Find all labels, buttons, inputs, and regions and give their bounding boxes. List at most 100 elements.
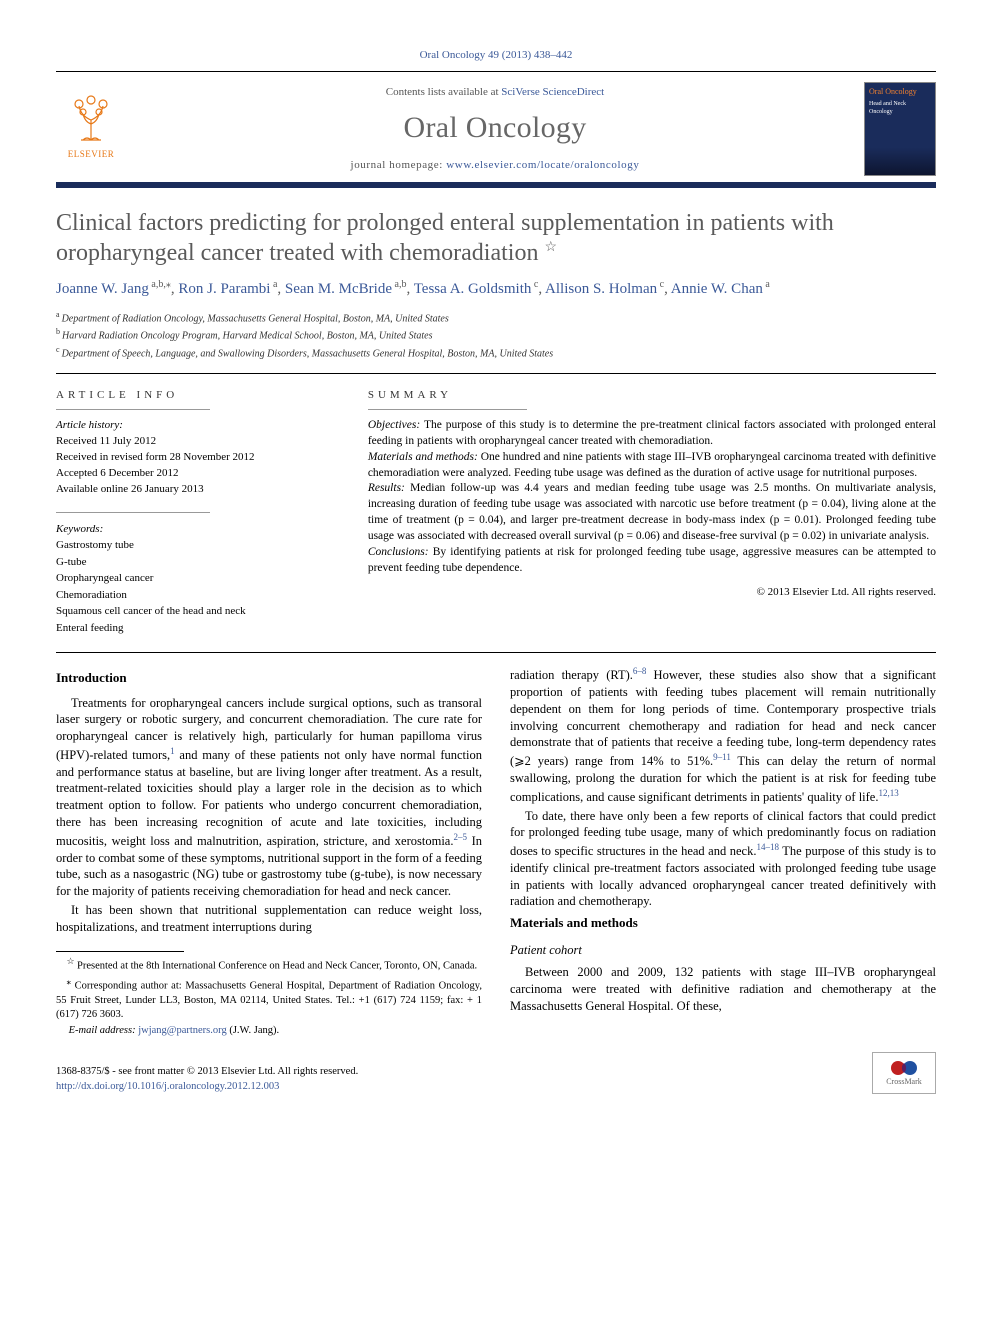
summary-section: Conclusions: By identifying patients at …: [368, 545, 936, 577]
corresponding-email-link[interactable]: jwjang@partners.org: [138, 1025, 227, 1036]
publisher-name: ELSEVIER: [68, 148, 115, 160]
materials-methods-heading: Materials and methods: [510, 914, 936, 931]
author-affiliation-sup: a,b: [392, 279, 406, 290]
keyword: G-tube: [56, 554, 336, 571]
header-center: Contents lists available at SciVerse Sci…: [126, 85, 864, 173]
author-link[interactable]: Sean M. McBride: [285, 281, 392, 297]
footnotes-block: ☆ Presented at the 8th International Con…: [56, 956, 482, 1038]
author-affiliation-sup: c: [657, 279, 664, 290]
sciencedirect-link[interactable]: SciVerse ScienceDirect: [501, 86, 604, 98]
page: Oral Oncology 49 (2013) 438–442 ELSEVIER…: [0, 0, 992, 1134]
summary-section: Objectives: The purpose of this study is…: [368, 418, 936, 450]
footnote-presented: ☆ Presented at the 8th International Con…: [56, 956, 482, 974]
intro-para-3: To date, there have only been a few repo…: [510, 808, 936, 911]
author-list: Joanne W. Jang a,b,⁎, Ron J. Parambi a, …: [56, 278, 936, 299]
contents-line: Contents lists available at SciVerse Sci…: [126, 85, 864, 100]
title-text: Clinical factors predicting for prolonge…: [56, 210, 834, 266]
footnote-corr-text: Corresponding author at: Massachusetts G…: [56, 981, 482, 1020]
footnote-presented-text: Presented at the 8th International Confe…: [77, 961, 477, 972]
author-link[interactable]: Joanne W. Jang: [56, 281, 149, 297]
summary-section: Materials and methods: One hundred and n…: [368, 450, 936, 482]
keyword: Squamous cell cancer of the head and nec…: [56, 603, 336, 620]
cover-sub: Head and Neck Oncology: [869, 100, 931, 116]
summary-label: Materials and methods:: [368, 451, 481, 463]
elsevier-tree-icon: [63, 90, 119, 146]
intro-p1b: and many of these patients not only have…: [56, 748, 482, 848]
cohort-para: Between 2000 and 2009, 132 patients with…: [510, 964, 936, 1014]
citation-line: Oral Oncology 49 (2013) 438–442: [56, 48, 936, 63]
intro-para-1: Treatments for oropharyngeal cancers inc…: [56, 695, 482, 900]
author-link[interactable]: Annie W. Chan: [671, 281, 763, 297]
author-link[interactable]: Allison S. Holman: [545, 281, 657, 297]
contents-prefix: Contents lists available at: [386, 86, 501, 98]
journal-name: Oral Oncology: [126, 108, 864, 149]
homepage-link[interactable]: www.elsevier.com/locate/oraloncology: [446, 159, 639, 171]
author-affiliation-sup: a: [763, 279, 770, 290]
info-summary-row: ARTICLE INFO Article history: Received 1…: [56, 388, 936, 636]
citation-journal-link[interactable]: Oral Oncology: [420, 49, 486, 61]
body-two-column: Introduction Treatments for oropharyngea…: [56, 665, 936, 1038]
summary-rule: [368, 409, 527, 410]
homepage-prefix: journal homepage:: [351, 159, 447, 171]
ref-14-18-link[interactable]: 14–18: [756, 842, 779, 852]
abstract-copyright: © 2013 Elsevier Ltd. All rights reserved…: [368, 585, 936, 600]
history-line: Available online 26 January 2013: [56, 482, 336, 498]
cover-title: Oral Oncology: [869, 87, 931, 98]
footer-left: 1368-8375/$ - see front matter © 2013 El…: [56, 1065, 358, 1094]
rule-below-abstract: [56, 652, 936, 653]
keyword: Chemoradiation: [56, 587, 336, 604]
keywords-block: Keywords: Gastrostomy tubeG-tubeOrophary…: [56, 521, 336, 637]
affiliations: aDepartment of Radiation Oncology, Massa…: [56, 309, 936, 361]
keyword: Gastrostomy tube: [56, 537, 336, 554]
rule-above-info: [56, 373, 936, 374]
keyword: Enteral feeding: [56, 620, 336, 637]
doi-link[interactable]: http://dx.doi.org/10.1016/j.oraloncology…: [56, 1081, 279, 1092]
keyword: Oropharyngeal cancer: [56, 570, 336, 587]
history-line: Accepted 6 December 2012: [56, 466, 336, 482]
article-title: Clinical factors predicting for prolonge…: [56, 208, 936, 268]
summary-column: SUMMARY Objectives: The purpose of this …: [368, 388, 936, 636]
footnote-email: E-mail address: jwjang@partners.org (J.W…: [56, 1024, 482, 1038]
corr-marker: ⁎: [67, 976, 71, 986]
crossmark-button[interactable]: CrossMark: [872, 1052, 936, 1094]
summary-label: Conclusions:: [368, 546, 433, 558]
author-affiliation-sup: c: [531, 279, 538, 290]
affiliation-line: bHarvard Radiation Oncology Program, Har…: [56, 326, 936, 343]
history-label: Article history:: [56, 418, 336, 434]
top-rule: [56, 71, 936, 72]
ref-6-8-link[interactable]: 6–8: [633, 666, 647, 676]
intro-para-2-cont: radiation therapy (RT).6–8 However, thes…: [510, 665, 936, 805]
email-person: (J.W. Jang).: [229, 1025, 279, 1036]
author-affiliation-sup: a,b,⁎: [149, 279, 171, 290]
email-label: E-mail address:: [69, 1025, 136, 1036]
summary-section: Results: Median follow-up was 4.4 years …: [368, 481, 936, 544]
ref-9-11-link[interactable]: 9–11: [713, 752, 731, 762]
history-line: Received in revised form 28 November 201…: [56, 450, 336, 466]
header-bar: [56, 182, 936, 188]
crossmark-label: CrossMark: [886, 1077, 922, 1088]
history-line: Received 11 July 2012: [56, 434, 336, 450]
article-history: Article history: Received 11 July 2012Re…: [56, 418, 336, 498]
title-footnote-marker[interactable]: ☆: [544, 240, 557, 255]
publisher-logo[interactable]: ELSEVIER: [56, 90, 126, 168]
keywords-label: Keywords:: [56, 521, 336, 538]
intro-para-2-start: It has been shown that nutritional suppl…: [56, 902, 482, 936]
page-footer: 1368-8375/$ - see front matter © 2013 El…: [56, 1052, 936, 1094]
author-link[interactable]: Tessa A. Goldsmith: [414, 281, 532, 297]
author-link[interactable]: Ron J. Parambi: [178, 281, 270, 297]
header-band: ELSEVIER Contents lists available at Sci…: [56, 76, 936, 178]
summary-header: SUMMARY: [368, 388, 936, 403]
homepage-line: journal homepage: www.elsevier.com/locat…: [126, 158, 864, 173]
affiliation-line: cDepartment of Speech, Language, and Swa…: [56, 344, 936, 361]
article-info-column: ARTICLE INFO Article history: Received 1…: [56, 388, 336, 636]
abstract-text: Objectives: The purpose of this study is…: [368, 418, 936, 577]
ref-2-5-link[interactable]: 2–5: [453, 832, 467, 842]
footnote-corresponding: ⁎ Corresponding author at: Massachusetts…: [56, 976, 482, 1022]
summary-label: Objectives:: [368, 419, 424, 431]
article-info-header: ARTICLE INFO: [56, 388, 336, 403]
patient-cohort-heading: Patient cohort: [510, 942, 936, 959]
journal-cover-thumb[interactable]: Oral Oncology Head and Neck Oncology: [864, 82, 936, 176]
article-info-rule: [56, 409, 210, 410]
ref-12-13-link[interactable]: 12,13: [878, 788, 898, 798]
intro-p2b: radiation therapy (RT).: [510, 668, 633, 682]
